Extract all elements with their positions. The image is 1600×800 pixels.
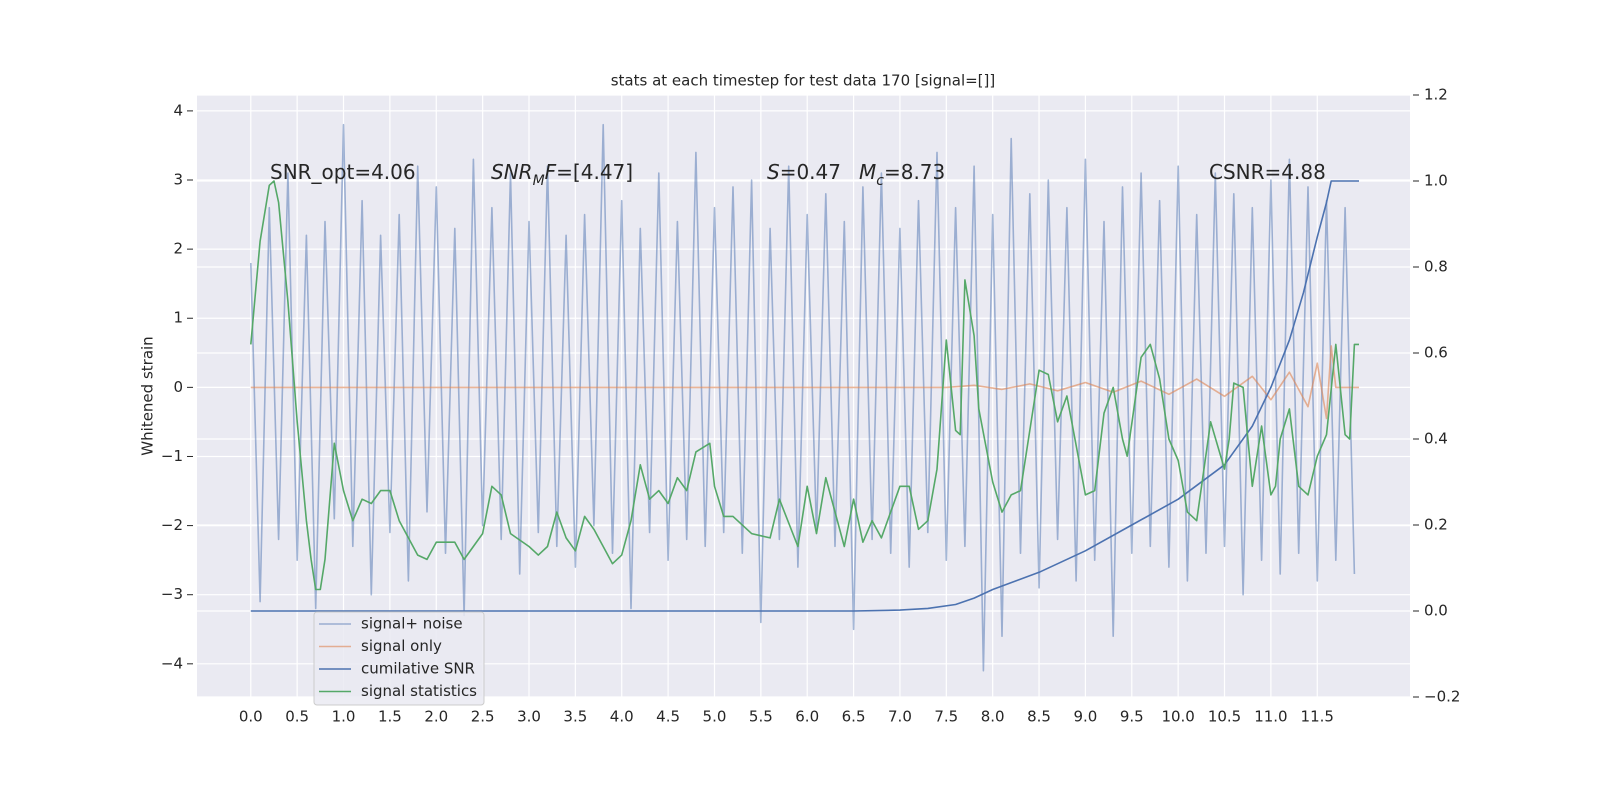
annotation-part: SNR_opt=4.06 — [270, 160, 416, 184]
x-tick-label: 10.5 — [1208, 708, 1241, 726]
y2-tick-label: 1.0 — [1424, 172, 1448, 190]
annotation-part: F — [545, 160, 557, 184]
annotation-part: S — [767, 160, 780, 184]
y-tick-label: 1 — [173, 309, 183, 327]
series-line — [250, 345, 1359, 420]
x-tick-label: 6.0 — [795, 708, 819, 726]
annotation-part: =8.73 — [884, 160, 945, 184]
annotation: S=0.47 — [767, 160, 841, 184]
x-tick-label: 5.5 — [749, 708, 773, 726]
y-tick-label: −3 — [161, 585, 183, 603]
y2-tick-label: 0.8 — [1424, 258, 1448, 276]
y2-tick-label: 1.2 — [1424, 86, 1448, 104]
y-tick-label: 2 — [173, 240, 183, 258]
x-tick-label: 10.0 — [1161, 708, 1194, 726]
y2-tick-label: 0.4 — [1424, 430, 1448, 448]
x-tick-label: 7.5 — [934, 708, 958, 726]
x-tick-label: 4.5 — [656, 708, 680, 726]
x-tick-label: 2.5 — [471, 708, 495, 726]
annotation: CSNR=4.88 — [1209, 160, 1326, 184]
y-axis-label: Whitened strain — [139, 336, 157, 455]
annotation-part: M — [859, 160, 876, 184]
y-tick-label: 0 — [173, 378, 183, 396]
y2-tick-label: −0.2 — [1424, 688, 1460, 706]
x-tick-label: 9.0 — [1073, 708, 1097, 726]
series-line — [250, 180, 1359, 612]
legend-label: signal statistics — [361, 682, 477, 700]
annotation-part: M — [533, 173, 545, 189]
annotation: Mc=8.73 — [859, 160, 945, 190]
annotation: SNRMF=[4.47] — [491, 160, 633, 190]
x-tick-label: 1.0 — [332, 708, 356, 726]
chart-title: stats at each timestep for test data 170… — [611, 72, 996, 90]
x-tick-label: 2.0 — [424, 708, 448, 726]
y-tick-label: −4 — [161, 654, 183, 672]
x-tick-label: 9.5 — [1120, 708, 1144, 726]
annotation: SNR_opt=4.06 — [270, 160, 416, 184]
y-tick-label: 4 — [173, 101, 183, 119]
y-tick-label: −2 — [161, 516, 183, 534]
x-tick-label: 3.5 — [563, 708, 587, 726]
legend-label: signal only — [361, 637, 442, 655]
annotations: SNR_opt=4.06 SNRMF=[4.47] S=0.47 Mc=8.73 CSN… — [270, 160, 1326, 190]
legend-label: signal+ noise — [361, 615, 463, 633]
x-tick-label: 5.0 — [703, 708, 727, 726]
marks — [250, 123, 1359, 672]
x-tick-label: 6.5 — [842, 708, 866, 726]
y2-tick-label: 0.6 — [1424, 344, 1448, 362]
annotation-part: c — [876, 173, 884, 189]
annotation-part: =0.47 — [780, 160, 841, 184]
x-tick-label: 8.5 — [1027, 708, 1051, 726]
y2-tick-label: 0.2 — [1424, 516, 1448, 534]
series-line — [250, 180, 1359, 591]
annotation-part: =[4.47] — [556, 160, 633, 184]
x-tick-label: 0.0 — [239, 708, 263, 726]
x-tick-label: 11.5 — [1301, 708, 1334, 726]
x-tick-label: 11.0 — [1254, 708, 1287, 726]
plot-area — [197, 95, 1410, 697]
y-tick-label: −1 — [161, 447, 183, 465]
annotation-part: SNR — [491, 160, 533, 184]
y2-tick-label: 0.0 — [1424, 602, 1448, 620]
annotation-part: CSNR=4.88 — [1209, 160, 1326, 184]
legend: signal+ noise signal only cumilative SNR si… — [313, 611, 485, 706]
legend-label: cumilative SNR — [361, 660, 475, 678]
y-tick-label: 3 — [173, 171, 183, 189]
x-tick-label: 3.0 — [517, 708, 541, 726]
x-tick-label: 8.0 — [981, 708, 1005, 726]
legend-box — [313, 611, 485, 706]
series-line — [250, 123, 1356, 672]
x-tick-label: 4.0 — [610, 708, 634, 726]
x-tick-label: 7.0 — [888, 708, 912, 726]
x-tick-label: 0.5 — [285, 708, 309, 726]
x-tick-label: 1.5 — [378, 708, 402, 726]
